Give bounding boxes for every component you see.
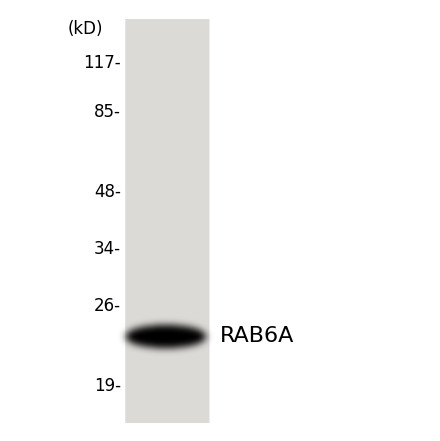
Bar bbox=[125, 20, 209, 423]
Text: 19-: 19- bbox=[94, 377, 121, 395]
Text: 48-: 48- bbox=[94, 183, 121, 201]
Text: 34-: 34- bbox=[94, 240, 121, 258]
Text: 26-: 26- bbox=[94, 298, 121, 315]
Text: 85-: 85- bbox=[94, 104, 121, 121]
Text: (kD): (kD) bbox=[68, 20, 103, 37]
Text: RAB6A: RAB6A bbox=[220, 326, 294, 346]
Text: 117-: 117- bbox=[83, 54, 121, 71]
